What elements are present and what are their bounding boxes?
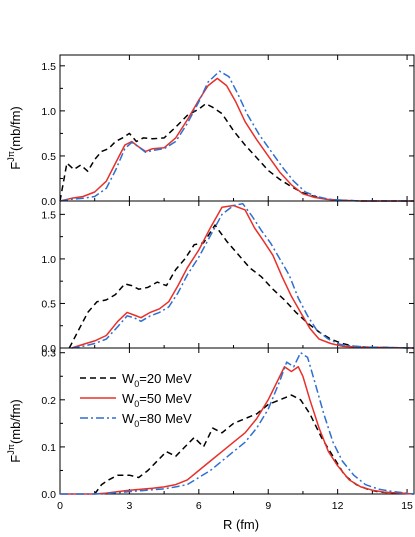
x-axis-title: R (fm) <box>223 517 259 532</box>
y-tick-label: 0.0 <box>41 196 56 208</box>
x-tick-label: 0 <box>57 500 63 512</box>
y-tick-label: 0.2 <box>41 395 56 407</box>
y-tick-label: 0.1 <box>41 442 56 454</box>
series-line-panel-3-3 <box>60 351 415 495</box>
series-line-panel-2-2 <box>71 204 415 349</box>
series-line-panel-2-3 <box>71 202 415 349</box>
series-line-panel-1-1 <box>59 102 414 202</box>
y-tick-label: 0.0 <box>41 343 56 355</box>
x-tick-label: 3 <box>126 500 132 512</box>
y-tick-label: 0.5 <box>41 298 56 310</box>
x-tick-label: 9 <box>265 500 271 512</box>
series-line-panel-3-2 <box>60 366 415 495</box>
x-tick-label: 6 <box>196 500 202 512</box>
series-line-panel-1-2 <box>59 77 414 202</box>
y-axis-title: FJπ(mb/fm) <box>6 106 23 169</box>
y-axis-title: FJπ(mb/fm) <box>6 399 23 462</box>
y-tick-label: 1.0 <box>41 106 56 118</box>
series-line-panel-3-1 <box>94 394 415 495</box>
series-line-panel-1-3 <box>59 70 414 202</box>
panel-1-frame <box>59 54 415 202</box>
legend-label-1: W0=20 MeV <box>122 371 192 389</box>
panel-3-frame <box>59 347 415 495</box>
y-tick-label: 1.5 <box>41 61 56 73</box>
legend-label-3: W0=80 MeV <box>122 411 192 429</box>
y-tick-label: 1.0 <box>41 254 56 266</box>
y-tick-label: 0.5 <box>41 151 56 163</box>
legend-label-2: W0=50 MeV <box>122 391 192 409</box>
y-tick-label: 0.3 <box>41 348 56 360</box>
x-tick-label: 12 <box>332 500 344 512</box>
x-tick-label: 15 <box>401 500 413 512</box>
series-line-panel-2-1 <box>68 224 415 349</box>
y-tick-label: 1.5 <box>41 209 56 221</box>
y-tick-label: 0.0 <box>41 489 56 501</box>
